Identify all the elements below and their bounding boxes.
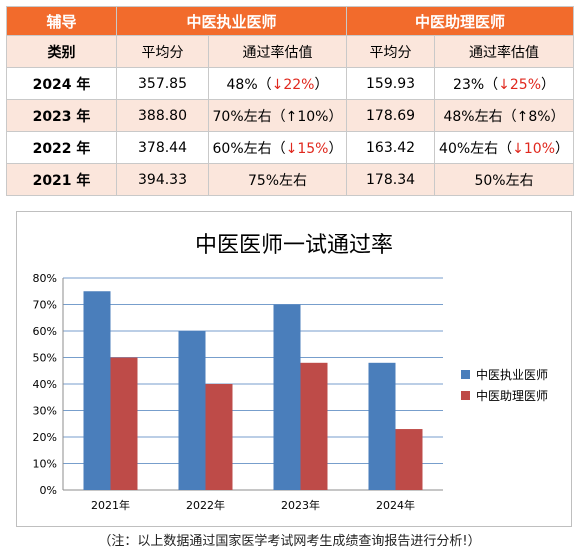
header-guide: 辅导: [6, 6, 117, 36]
header-assistant-physician: 中医助理医师: [346, 6, 575, 36]
cell-avg-a: 378.44: [116, 131, 209, 164]
rate-value: 40%左右: [439, 140, 499, 157]
y-tick-label: 50%: [33, 352, 57, 365]
table-header-row: 辅导 中医执业医师 中医助理医师: [6, 6, 575, 36]
bar-licensed: [273, 304, 301, 490]
y-axis-labels: 0% 10% 20% 30% 40% 50% 60% 70% 80%: [33, 272, 57, 497]
row-year: 2023 年: [6, 99, 117, 132]
y-tick-label: 10%: [33, 458, 57, 471]
score-table: 辅导 中医执业医师 中医助理医师 类别 平均分 通过率估值 平均分 通过率估值 …: [6, 6, 575, 196]
subheader-pass-rate-a: 通过率估值: [207, 35, 348, 68]
cell-rate-b: 40%左右（↓10%）: [434, 131, 575, 164]
x-tick-label: 2024年: [376, 498, 415, 512]
y-tick-label: 20%: [33, 431, 57, 444]
rate-change: ↓22%: [271, 76, 315, 93]
subheader-avg-score-a: 平均分: [116, 35, 209, 68]
score-table-container: 辅导 中医执业医师 中医助理医师 类别 平均分 通过率估值 平均分 通过率估值 …: [6, 6, 575, 196]
rate-change: ↓15%: [285, 140, 329, 157]
y-tick-label: 30%: [33, 405, 57, 418]
x-tick-label: 2022年: [186, 498, 225, 512]
table-subheader-row: 类别 平均分 通过率估值 平均分 通过率估值: [6, 35, 575, 68]
cell-avg-a: 388.80: [116, 99, 209, 132]
rate-change: ↑10%: [285, 108, 329, 125]
rate-value: 60%左右: [212, 140, 272, 157]
table-row: 2023 年 388.80 70%左右（↑10%） 178.69 48%左右（↑…: [6, 99, 575, 132]
legend-swatch: [461, 391, 470, 400]
rate-change: ↓25%: [498, 76, 542, 93]
rate-value: 48%左右: [443, 108, 503, 125]
y-tick-label: 0%: [40, 484, 57, 497]
table-row: 2024 年 357.85 48%（↓22%） 159.93 23%（↓25%）: [6, 67, 575, 100]
cell-rate-a: 60%左右（↓15%）: [207, 131, 348, 164]
header-licensed-physician: 中医执业医师: [115, 6, 348, 36]
cell-rate-a: 48%（↓22%）: [207, 67, 348, 100]
y-tick-label: 40%: [33, 378, 57, 391]
bar-licensed: [368, 362, 396, 490]
chart-title: 中医医师一试通过率: [195, 233, 393, 258]
subheader-avg-score-b: 平均分: [346, 35, 436, 68]
y-tick-label: 80%: [33, 272, 57, 285]
rate-change: ↓10%: [512, 140, 556, 157]
chart-bars: [83, 291, 423, 490]
rate-value: 48%: [226, 76, 258, 93]
row-year: 2024 年: [6, 67, 117, 100]
subheader-category: 类别: [6, 35, 117, 68]
legend-swatch: [461, 370, 470, 379]
rate-change: ↑8%: [516, 108, 551, 125]
cell-rate-a: 70%左右（↑10%）: [207, 99, 348, 132]
y-tick-label: 60%: [33, 325, 57, 338]
cell-avg-b: 178.69: [346, 99, 436, 132]
bar-assistant: [300, 362, 328, 490]
pass-rate-chart: 中医医师一试通过率 0% 10% 20% 30% 40% 50% 60% 70% 80% 202…: [16, 211, 572, 527]
footnote: （注：以上数据通过国家医学考试网考生成绩查询报告进行分析!）: [98, 534, 481, 549]
x-axis-labels: 2021年 2022年 2023年 2024年: [91, 498, 415, 512]
cell-avg-b: 178.34: [346, 163, 436, 196]
legend-label: 中医执业医师: [476, 367, 548, 382]
table-row: 2021 年 394.33 75%左右 178.34 50%左右: [6, 163, 575, 196]
table-row: 2022 年 378.44 60%左右（↓15%） 163.42 40%左右（↓…: [6, 131, 575, 164]
bar-licensed: [83, 291, 111, 490]
cell-rate-b: 48%左右（↑8%）: [434, 99, 575, 132]
chart-svg: 中医医师一试通过率 0% 10% 20% 30% 40% 50% 60% 70% 80% 202…: [33, 233, 548, 512]
rate-value: 70%左右: [212, 108, 272, 125]
legend-label: 中医助理医师: [476, 388, 548, 403]
x-tick-label: 2021年: [91, 498, 130, 512]
cell-avg-b: 159.93: [346, 67, 436, 100]
cell-avg-a: 394.33: [116, 163, 209, 196]
bar-licensed: [178, 331, 206, 490]
y-tick-label: 70%: [33, 299, 57, 312]
bar-assistant: [205, 384, 233, 490]
cell-rate-a: 75%左右: [207, 163, 348, 196]
bar-assistant: [110, 357, 138, 490]
rate-value: 23%: [453, 76, 485, 93]
cell-avg-b: 163.42: [346, 131, 436, 164]
cell-avg-a: 357.85: [116, 67, 209, 100]
bar-assistant: [395, 429, 423, 490]
row-year: 2022 年: [6, 131, 117, 164]
row-year: 2021 年: [6, 163, 117, 196]
subheader-pass-rate-b: 通过率估值: [434, 35, 575, 68]
cell-rate-b: 50%左右: [434, 163, 575, 196]
cell-rate-b: 23%（↓25%）: [434, 67, 575, 100]
x-tick-label: 2023年: [281, 498, 320, 512]
